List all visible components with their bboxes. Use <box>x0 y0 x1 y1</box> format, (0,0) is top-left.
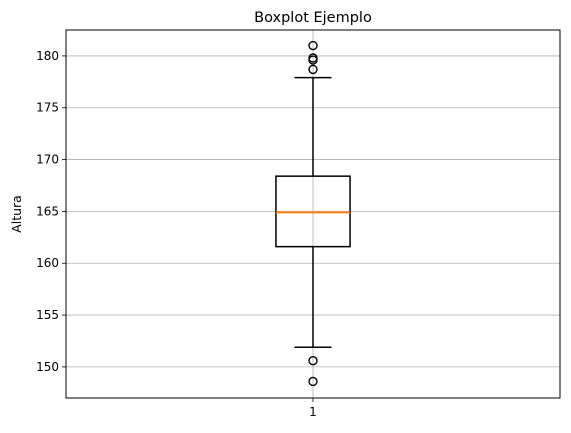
x-tick-label: 1 <box>309 405 317 419</box>
y-tick-label: 170 <box>36 153 59 167</box>
box-iqr <box>275 175 351 248</box>
outlier-point <box>308 376 318 387</box>
plot-area <box>275 40 351 387</box>
y-tick-label: 175 <box>36 101 59 115</box>
y-tick-label: 180 <box>36 49 59 63</box>
y-tick-label: 155 <box>36 308 59 322</box>
outlier-point <box>308 55 318 65</box>
chart-title: Boxplot Ejemplo <box>254 10 372 26</box>
outlier-point <box>308 40 318 51</box>
y-tick-label: 150 <box>36 360 59 374</box>
axes-ticks: 150 155 160 165 170 175 180 1 <box>36 49 317 419</box>
y-axis-label: Altura <box>9 195 24 233</box>
outlier-point <box>308 64 318 75</box>
y-tick-label: 165 <box>36 204 59 218</box>
outlier-point <box>308 355 318 366</box>
y-tick-label: 160 <box>36 256 59 270</box>
